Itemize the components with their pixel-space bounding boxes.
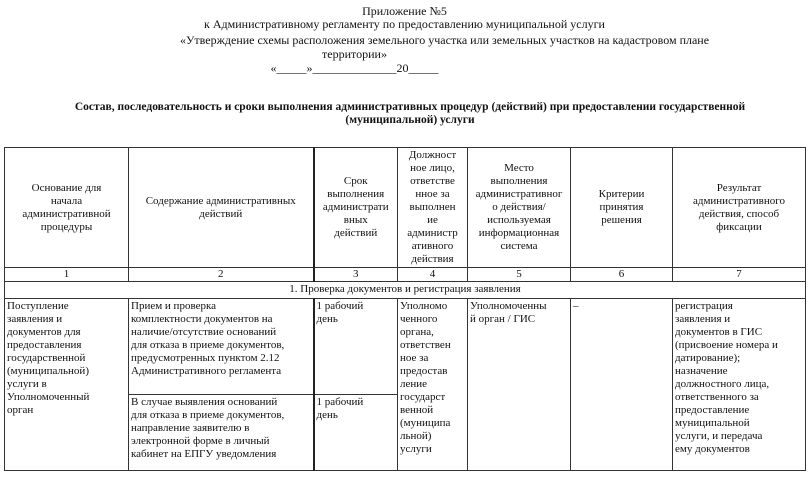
procedures-table: Основание для начала административной пр… xyxy=(4,147,806,471)
cell-action: Прием и проверка комплектности документо… xyxy=(128,298,315,395)
appendix-number: Приложение №5 xyxy=(362,4,447,18)
cell-result: регистрация заявления и документов в ГИС… xyxy=(672,298,806,471)
col-number: 5 xyxy=(467,267,571,282)
col-header-term: Срок выполнения администрати вных действ… xyxy=(313,147,398,268)
col-header-place: Место выполнения административног о дейс… xyxy=(467,147,571,268)
col-header-official: Должност ное лицо, ответстве нное за вып… xyxy=(397,147,468,268)
col-number: 6 xyxy=(570,267,673,282)
section-row: 1. Проверка документов и регистрация зая… xyxy=(4,281,806,299)
cell-official: Уполномо ченного органа, ответствен ное … xyxy=(397,298,468,471)
document-title: Состав, последовательность и сроки выпол… xyxy=(74,101,746,126)
table-row: В случае выявления оснований для отказа … xyxy=(5,394,806,471)
cell-place: Уполномоченны й орган / ГИС xyxy=(467,298,571,471)
col-number: 7 xyxy=(672,267,806,282)
col-number: 3 xyxy=(313,267,398,282)
section-title: 1. Проверка документов и регистрация зая… xyxy=(4,281,806,299)
service-name-cont: территории» xyxy=(322,47,387,61)
col-number: 2 xyxy=(128,267,315,282)
service-name: «Утверждение схемы расположения земельно… xyxy=(179,33,710,47)
col-header-result: Результат административного действия, сп… xyxy=(672,147,806,268)
col-number: 4 xyxy=(397,267,468,282)
date-line: «_____»______________20_____ xyxy=(270,61,439,75)
cell-action: В случае выявления оснований для отказа … xyxy=(128,394,315,471)
number-row: 1 2 3 4 5 6 7 xyxy=(4,267,806,282)
appendix-reference: к Административному регламенту по предос… xyxy=(204,17,605,31)
cell-criteria: – xyxy=(570,298,673,471)
table-row: Поступление заявления и документов для п… xyxy=(4,298,806,471)
col-header-criteria: Критерии принятия решения xyxy=(570,147,673,268)
header-row: Основание для начала административной пр… xyxy=(4,147,806,268)
cell-term: 1 рабочий день xyxy=(313,298,398,395)
cell-basis: Поступление заявления и документов для п… xyxy=(4,298,129,471)
col-header-basis: Основание для начала административной пр… xyxy=(4,147,129,268)
col-number: 1 xyxy=(4,267,129,282)
col-header-content: Содержание административных действий xyxy=(128,147,315,268)
cell-term: 1 рабочий день xyxy=(313,394,398,471)
